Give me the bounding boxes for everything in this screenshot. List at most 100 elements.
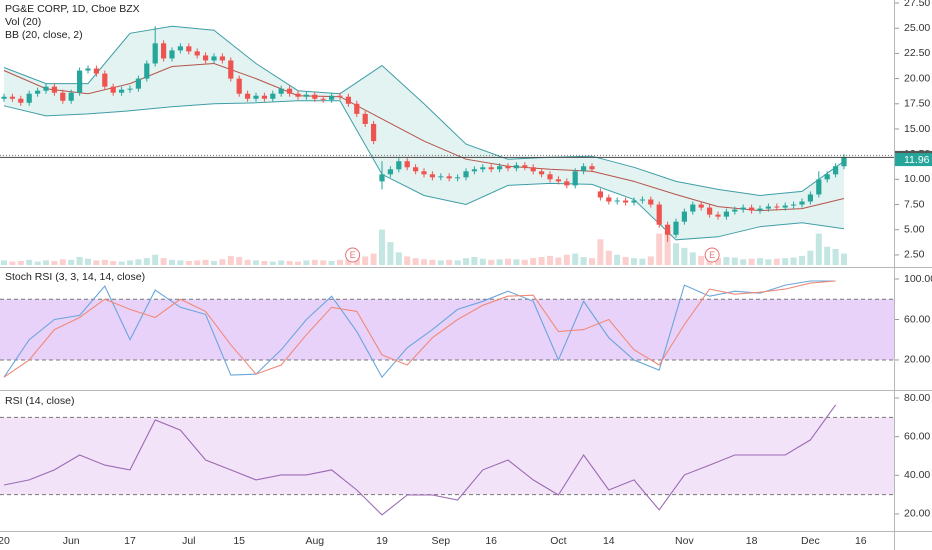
volume-bar	[698, 255, 705, 265]
candle-body	[530, 167, 536, 172]
volume-bar	[395, 252, 402, 265]
volume-bar	[547, 255, 553, 265]
volume-bar	[681, 247, 688, 265]
candle-body	[505, 166, 511, 169]
volume-bar	[429, 259, 436, 265]
y-tick-label: 5.00	[904, 224, 925, 236]
volume-bar	[656, 233, 663, 265]
volume-bar	[471, 257, 478, 265]
volume-bar	[85, 258, 91, 265]
volume-bar	[59, 259, 66, 265]
volume-bar	[227, 255, 234, 265]
volume-bar	[110, 261, 117, 265]
candle-body	[774, 206, 780, 208]
candle-body	[253, 95, 259, 99]
volume-bar	[311, 259, 318, 265]
candle-body	[194, 51, 200, 56]
candle-body	[270, 93, 276, 99]
y-tick-label: 17.50	[904, 98, 930, 110]
candle-body	[228, 60, 234, 79]
volume-bar	[278, 260, 285, 265]
volume-bar	[521, 259, 528, 265]
candle-body	[278, 88, 284, 94]
candle-body	[429, 174, 435, 178]
volume-bar	[748, 258, 755, 265]
candle-body	[161, 43, 167, 59]
volume-bar	[538, 257, 545, 265]
volume-bar	[740, 259, 747, 265]
volume-bar	[404, 256, 411, 265]
candle-body	[707, 207, 713, 215]
y-tick-label: 10.00	[904, 173, 930, 185]
stoch-title: Stoch RSI (3, 3, 14, 14, close)	[5, 271, 145, 283]
event-marker	[345, 247, 361, 263]
candle-body	[488, 167, 494, 170]
y-tick-label: 20.00	[904, 354, 930, 366]
bb-middle	[3, 62, 845, 212]
y-tick-label: 20.00	[904, 72, 930, 84]
volume-bar	[236, 257, 243, 265]
volume-bar	[68, 259, 75, 265]
candle-body	[102, 73, 108, 87]
volume-bar	[757, 258, 763, 265]
candle-body	[371, 123, 377, 142]
candle-body	[648, 199, 654, 205]
y-tick-label: 2.50	[904, 249, 925, 261]
candle-body	[312, 94, 318, 99]
y-tick-label: 25.00	[904, 22, 930, 34]
y-tick-label: 60.00	[904, 313, 930, 325]
candle-body	[606, 197, 612, 202]
volume-bar	[815, 233, 822, 265]
candle-body	[236, 78, 242, 94]
volume-bar	[412, 258, 419, 265]
volume-bar	[202, 259, 209, 265]
candle-body	[572, 171, 578, 186]
candle-body	[732, 209, 738, 212]
x-tick-label: 16	[485, 535, 497, 547]
candle-body	[119, 89, 125, 93]
candle-body	[799, 201, 805, 205]
y-tick-label: 7.50	[904, 198, 925, 210]
candle-body	[471, 169, 477, 172]
bb-lower	[3, 100, 845, 241]
volume-bar	[530, 258, 537, 265]
candle-body	[639, 199, 645, 201]
candle-body	[522, 165, 528, 168]
candle-body	[337, 95, 343, 97]
candle-body	[463, 171, 469, 178]
volume-bar	[731, 257, 738, 265]
candle-body	[68, 92, 74, 101]
volume-bar	[9, 261, 16, 265]
x-tick-label: 16	[855, 535, 867, 547]
candle-body	[85, 68, 91, 71]
candle-body	[203, 55, 209, 61]
volume-bar	[286, 261, 293, 265]
candle-body	[513, 165, 519, 169]
x-tick-label: Jul	[182, 535, 195, 547]
chart-title: PG&E CORP, 1D, Cboe BZX	[5, 3, 140, 15]
volume-bar	[261, 261, 268, 265]
x-tick-label: Oct	[550, 535, 566, 547]
volume-bar	[387, 242, 394, 265]
volume-bar	[101, 259, 108, 265]
candle-body	[211, 56, 217, 61]
candle-body	[757, 208, 763, 211]
volume-bar	[353, 258, 360, 265]
volume-bar	[211, 261, 217, 265]
candle-body	[295, 93, 301, 97]
y-tick-label: 20.00	[904, 508, 930, 520]
candle-body	[765, 206, 771, 209]
candle-body	[497, 166, 503, 170]
volume-bar	[379, 229, 385, 265]
candle-body	[614, 200, 620, 202]
volume-bar	[605, 250, 612, 265]
candle-body	[631, 200, 637, 203]
volume-bar	[194, 260, 201, 265]
candle-body	[1, 96, 7, 99]
candle-body	[438, 176, 444, 178]
volume-bar	[337, 259, 343, 265]
candle-body	[261, 95, 267, 99]
volume-bar	[143, 258, 150, 265]
indicator-line	[3, 280, 836, 378]
